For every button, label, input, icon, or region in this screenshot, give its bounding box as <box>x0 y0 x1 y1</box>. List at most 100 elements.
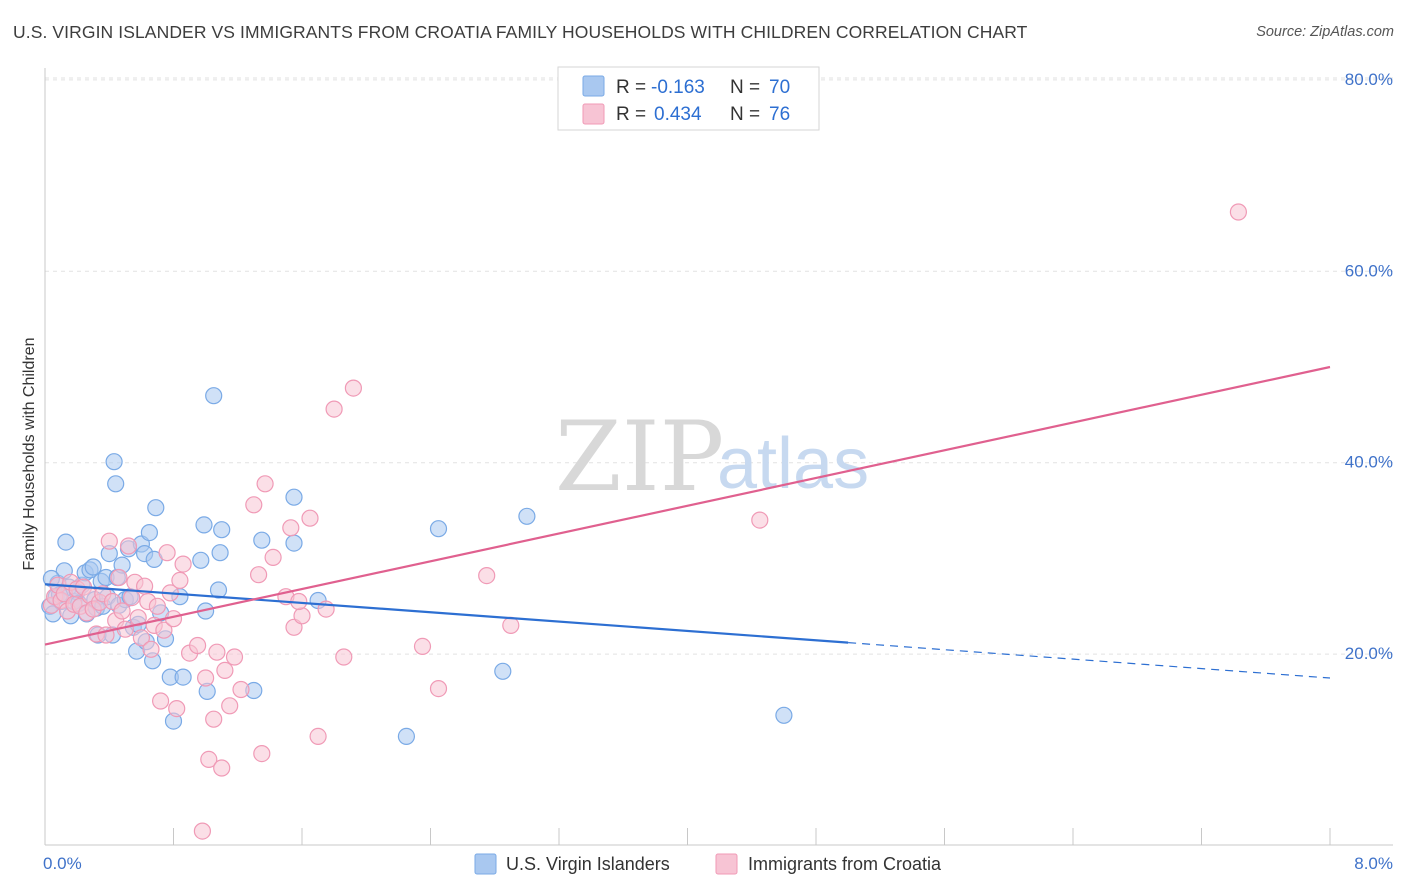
point-virgin-islanders-54 <box>205 387 223 405</box>
point-croatia-46 <box>200 750 218 769</box>
bottom-legend-swatch-blue <box>474 853 497 875</box>
point-croatia-64 <box>309 727 327 746</box>
point-croatia-66 <box>325 400 343 418</box>
bottom-legend-label-pink: Immigrants from Croatia <box>748 854 942 874</box>
point-croatia-63 <box>301 509 319 527</box>
point-croatia-69 <box>413 637 432 656</box>
point-croatia-74 <box>1229 203 1248 221</box>
point-virgin-islanders-43 <box>147 499 165 517</box>
point-croatia-39 <box>168 699 186 718</box>
axes-layer: 20.0% 40.0% 60.0% 80.0% <box>44 68 1393 846</box>
point-croatia-18 <box>100 532 118 550</box>
point-croatia-28 <box>132 629 150 647</box>
watermark: ZIP atlas <box>555 401 869 513</box>
bottom-legend: U.S. Virgin Islanders Immigrants from Cr… <box>474 853 942 875</box>
point-croatia-33 <box>148 597 166 615</box>
trend-line-croatia <box>44 365 1331 646</box>
point-croatia-73 <box>751 511 769 529</box>
point-virgin-islanders-50 <box>192 551 210 569</box>
legend-n-value-pink: 76 <box>769 104 790 125</box>
point-virgin-islanders-6 <box>57 533 75 551</box>
legend-r-label-pink: R = <box>616 104 646 125</box>
point-croatia-31 <box>142 640 160 658</box>
legend-r-label-blue: R = <box>616 77 646 98</box>
point-croatia-71 <box>478 566 496 585</box>
point-virgin-islanders-59 <box>253 531 271 549</box>
point-virgin-islanders-56 <box>211 544 229 562</box>
x-tick-max: 8.0% <box>1354 854 1393 873</box>
chart-source: Source: ZipAtlas.com <box>1256 24 1394 40</box>
point-croatia-48 <box>208 643 226 661</box>
point-virgin-islanders-65 <box>494 662 512 680</box>
point-virgin-islanders-26 <box>105 453 123 471</box>
watermark-zip: ZIP <box>555 401 724 513</box>
point-croatia-47 <box>205 710 223 728</box>
watermark-atlas: atlas <box>717 424 869 504</box>
point-croatia-27 <box>129 609 147 627</box>
point-croatia-60 <box>282 519 300 537</box>
point-croatia-40 <box>171 571 189 590</box>
points-layer <box>41 203 1248 840</box>
legend-r-value-blue: -0.163 <box>651 77 705 98</box>
point-virgin-islanders-51 <box>195 516 213 534</box>
trend-line-virgin-islanders-extension <box>848 642 1331 679</box>
point-croatia-43 <box>189 636 207 655</box>
y-tick-label-1: 40.0% <box>1345 453 1393 472</box>
legend-n-label-blue: N = <box>730 77 760 98</box>
y-tick-label-3: 80.0% <box>1345 70 1393 89</box>
point-virgin-islanders-66 <box>518 507 536 525</box>
point-croatia-49 <box>213 759 231 777</box>
trend-line-virgin-islanders <box>44 583 849 644</box>
point-croatia-34 <box>152 692 170 710</box>
top-legend: R = -0.163 N = 70 R = 0.434 N = 76 <box>557 66 820 131</box>
legend-r-value-pink: 0.434 <box>654 104 702 125</box>
y-tick-label-2: 60.0% <box>1345 261 1393 280</box>
point-croatia-55 <box>250 566 268 584</box>
point-croatia-36 <box>158 544 176 562</box>
point-virgin-islanders-40 <box>140 523 158 542</box>
point-croatia-44 <box>193 822 211 840</box>
point-croatia-70 <box>429 679 448 698</box>
point-virgin-islanders-16 <box>84 558 102 576</box>
legend-swatch-blue <box>582 75 605 97</box>
point-croatia-67 <box>335 648 353 666</box>
legend-n-value-blue: 70 <box>769 77 790 98</box>
point-croatia-54 <box>245 496 263 514</box>
grid-layer <box>45 77 1393 655</box>
point-croatia-72 <box>502 616 520 635</box>
point-croatia-41 <box>174 555 192 573</box>
bottom-legend-label-blue: U.S. Virgin Islanders <box>506 854 670 874</box>
y-tick-label-0: 20.0% <box>1345 644 1393 663</box>
point-virgin-islanders-67 <box>775 706 793 724</box>
point-croatia-57 <box>256 475 274 493</box>
point-croatia-35 <box>155 621 173 639</box>
point-virgin-islanders-60 <box>285 488 303 506</box>
point-croatia-22 <box>113 602 131 620</box>
point-croatia-21 <box>110 568 128 587</box>
point-virgin-islanders-55 <box>209 581 228 599</box>
bottom-legend-swatch-pink <box>715 853 738 875</box>
point-virgin-islanders-57 <box>213 521 231 539</box>
y-axis-label: Family Households with Children <box>21 338 38 571</box>
point-croatia-45 <box>197 669 215 687</box>
point-croatia-24 <box>119 537 138 555</box>
point-virgin-islanders-64 <box>429 520 448 538</box>
point-croatia-56 <box>253 744 271 763</box>
x-tick-min: 0.0% <box>43 854 82 873</box>
point-virgin-islanders-61 <box>285 534 303 552</box>
point-virgin-islanders-63 <box>397 727 415 746</box>
point-croatia-52 <box>225 648 244 666</box>
point-croatia-68 <box>344 379 362 397</box>
point-croatia-53 <box>232 680 250 699</box>
point-croatia-50 <box>216 661 234 680</box>
chart-title: U.S. VIRGIN ISLANDER VS IMMIGRANTS FROM … <box>13 22 1028 42</box>
legend-swatch-pink <box>582 103 605 125</box>
trend-layer <box>44 365 1331 679</box>
point-croatia-51 <box>221 697 239 715</box>
point-croatia-62 <box>293 607 311 625</box>
point-virgin-islanders-27 <box>107 475 125 493</box>
point-virgin-islanders-49 <box>174 668 192 686</box>
legend-n-label-pink: N = <box>730 104 760 125</box>
point-croatia-58 <box>264 548 282 567</box>
